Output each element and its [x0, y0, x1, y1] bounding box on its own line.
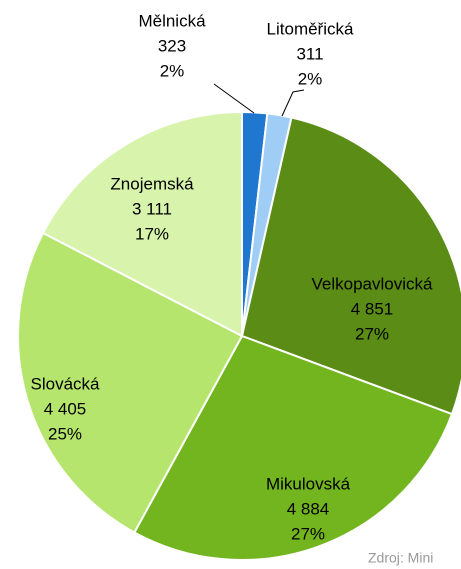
leader-line	[281, 89, 305, 117]
pie-slice	[240, 116, 461, 416]
slice-label: Litoměřická	[267, 19, 354, 38]
slice-percent: 27%	[355, 324, 389, 343]
slice-label: Mělnická	[138, 11, 206, 30]
slice-percent: 27%	[291, 524, 325, 543]
slice-value: 3 111	[132, 199, 172, 218]
slice-value: 4 405	[44, 399, 87, 418]
slice-percent: 25%	[48, 424, 82, 443]
slice-label: Slovácká	[31, 374, 101, 393]
slice-percent: 17%	[135, 224, 169, 243]
slice-value: 323	[158, 36, 186, 55]
slice-label: Velkopavlovická	[312, 274, 434, 293]
source-note: Zdroj: Mini	[368, 550, 433, 566]
slice-percent: 2%	[160, 61, 185, 80]
slice-value: 4 884	[287, 499, 330, 518]
slice-value: 4 851	[351, 299, 394, 318]
slice-label: Znojemská	[110, 174, 194, 193]
leader-line	[213, 83, 255, 114]
slice-value: 311	[296, 44, 323, 63]
pie-slice	[41, 110, 243, 338]
slice-percent: 2%	[298, 69, 323, 88]
slice-label: Mikulovská	[266, 474, 351, 493]
pie-slice	[133, 334, 454, 561]
